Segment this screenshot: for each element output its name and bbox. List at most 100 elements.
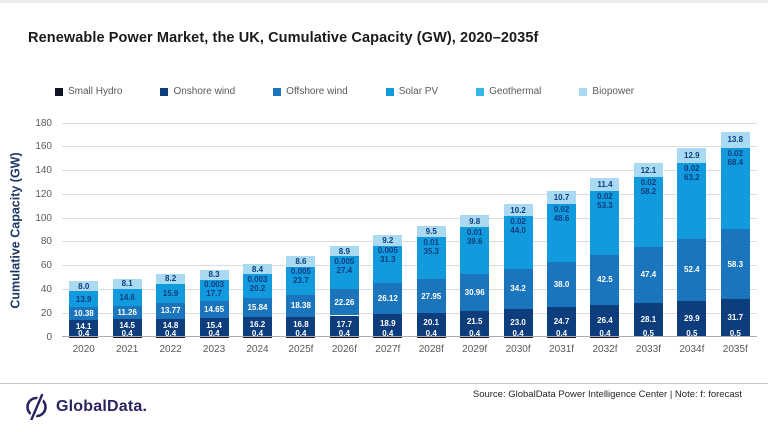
bar-value-label-onshore-wind-2033f: 28.1	[640, 315, 657, 325]
legend-label-onshore-wind: Onshore wind	[173, 86, 236, 97]
bar-segment-onshore-wind-2035f	[720, 298, 750, 337]
x-axis-label-2035f: 2035f	[722, 344, 748, 355]
legend-label-biopower: Biopower	[592, 86, 635, 97]
bar-value-label-geothermal-2035f: 0.02	[727, 148, 744, 158]
bar-2025f: 0.4 16.8 18.38 0.005 23.7 8.6	[286, 256, 316, 338]
bar-segment-biopower-2028f	[416, 226, 446, 238]
bar-value-label-offshore-wind-2030f: 34.2	[510, 284, 526, 294]
legend-swatch-geothermal	[476, 87, 485, 96]
bar-value-label-solar-pv-2027f: 31.3	[379, 255, 396, 265]
bar-segment-biopower-2020	[69, 281, 99, 291]
bar-segment-offshore-wind-2030f	[503, 268, 533, 310]
bar-value-label-solar-pv-2030f: 44.0	[510, 225, 526, 235]
bar-2021: 0.4 14.5 11.26 14.6 8.1	[112, 278, 142, 338]
gridline-120	[62, 193, 757, 195]
bar-value-label-biopower-2023: 8.3	[208, 270, 220, 280]
gridline-20	[62, 312, 757, 314]
y-axis-tick-0: 0	[46, 331, 52, 343]
bar-value-label-small-hydro-2022: 0.4	[165, 329, 177, 338]
bar-segment-biopower-2027f	[373, 234, 403, 246]
bar-2027f: 0.4 18.9 26.12 0.005 31.3 9.2	[373, 234, 403, 338]
plot-area: 0.4 14.1 10.38 13.9 8.0 0.4 14.5 11.26 14.6 8.1 0.…	[62, 122, 757, 338]
bar-value-label-solar-pv-2029f: 39.6	[466, 236, 483, 246]
bar-value-label-biopower-2035f: 13.8	[727, 135, 744, 145]
bar-segment-offshore-wind-2027f	[373, 283, 403, 315]
legend-item-offshore-wind: Offshore wind	[273, 86, 348, 97]
legend-swatch-small-hydro	[55, 87, 63, 96]
bar-value-label-onshore-wind-2025f: 16.8	[293, 320, 309, 330]
chart-title: Renewable Power Market, the UK, Cumulati…	[28, 30, 539, 46]
bar-value-label-onshore-wind-2028f: 20.1	[423, 318, 439, 328]
bar-segment-offshore-wind-2032f	[590, 254, 620, 306]
bar-value-label-offshore-wind-2025f: 18.38	[290, 301, 311, 311]
bar-value-label-solar-pv-2033f: 58.2	[640, 186, 657, 196]
bar-2033f: 0.5 28.1 47.4 0.02 58.2 12.1	[633, 163, 663, 338]
bar-segment-biopower-2021	[112, 278, 142, 289]
x-axis-label-2023: 2023	[202, 344, 226, 355]
x-axis-label-2033f: 2033f	[635, 344, 661, 355]
bar-value-label-solar-pv-2031f: 48.6	[553, 213, 570, 223]
bar-value-label-solar-pv-2034f: 63.2	[684, 172, 700, 182]
bar-segment-solar-pv-2022	[156, 283, 186, 303]
bar-value-label-solar-pv-2021: 14.6	[119, 292, 135, 302]
footer-divider	[0, 383, 768, 384]
bar-value-label-small-hydro-2025f: 0.4	[295, 329, 307, 338]
legend-label-solar-pv: Solar PV	[398, 86, 439, 97]
bar-2035f: 0.5 31.7 58.3 0.02 68.4 13.8	[720, 131, 750, 338]
bar-value-label-onshore-wind-2021: 14.5	[119, 321, 135, 331]
bar-value-label-onshore-wind-2030f: 23.0	[510, 318, 526, 328]
bar-value-label-solar-pv-2035f: 68.4	[727, 157, 744, 167]
bar-segment-onshore-wind-2023	[199, 318, 229, 337]
legend-item-small-hydro: Small Hydro	[55, 86, 122, 97]
bar-value-label-small-hydro-2027f: 0.4	[382, 329, 394, 338]
x-axis-label-2025f: 2025f	[288, 344, 314, 355]
bar-segment-biopower-2029f	[460, 215, 490, 228]
bar-value-label-small-hydro-2033f: 0.5	[642, 329, 654, 338]
bar-value-label-offshore-wind-2026f: 22.26	[334, 297, 355, 307]
bar-2031f: 0.4 24.7 38.0 0.02 48.6 10.7	[547, 191, 577, 338]
bar-segment-onshore-wind-2030f	[503, 309, 533, 337]
bar-segment-biopower-2034f	[677, 148, 707, 164]
legend-item-geothermal: Geothermal	[476, 86, 541, 97]
bar-value-label-offshore-wind-2029f: 30.96	[464, 288, 485, 298]
bar-segment-solar-pv-2033f	[633, 177, 663, 247]
bar-value-label-biopower-2032f: 11.4	[597, 179, 613, 189]
globaldata-logo: GlobalData.	[25, 393, 147, 420]
bar-segment-offshore-wind-2024	[242, 298, 272, 318]
bar-segment-offshore-wind-2033f	[633, 246, 663, 303]
bar-value-label-biopower-2020: 8.0	[78, 281, 90, 291]
bar-value-label-small-hydro-2021: 0.4	[121, 329, 133, 338]
bar-2023: 0.4 15.4 14.65 0.003 17.7 8.3	[199, 269, 229, 338]
bar-2024: 0.4 16.2 15.84 0.003 20.2 8.4	[242, 264, 272, 338]
y-axis-title: Cumulative Capacity (GW)	[8, 152, 23, 309]
bar-segment-onshore-wind-2021	[112, 319, 142, 337]
bar-segment-solar-pv-2029f	[460, 227, 490, 275]
x-axis-label-2029f: 2029f	[462, 344, 488, 355]
legend-item-solar-pv: Solar PV	[385, 86, 439, 97]
x-axis-label-2026f: 2026f	[331, 344, 357, 355]
legend-label-small-hydro: Small Hydro	[68, 86, 123, 97]
gridline-80	[62, 241, 757, 243]
x-axis-label-2032f: 2032f	[592, 344, 618, 355]
bar-segment-solar-pv-2035f	[720, 148, 750, 230]
gridline-100	[62, 217, 757, 219]
bar-segment-biopower-2031f	[547, 191, 577, 205]
bar-value-label-biopower-2031f: 10.7	[553, 193, 570, 203]
bar-value-label-onshore-wind-2035f: 31.7	[727, 313, 744, 323]
bar-value-label-onshore-wind-2022: 14.8	[162, 321, 179, 331]
bar-value-label-onshore-wind-2024: 16.2	[249, 320, 266, 330]
bar-value-label-biopower-2033f: 12.1	[640, 165, 657, 175]
x-axis-label-2021: 2021	[116, 344, 139, 355]
bar-2034f: 0.5 29.9 52.4 0.02 63.2 12.9	[677, 148, 707, 338]
bar-segment-solar-pv-2021	[112, 288, 142, 306]
bar-segment-offshore-wind-2029f	[460, 274, 490, 311]
bar-value-label-small-hydro-2023: 0.4	[208, 329, 220, 338]
bar-value-label-small-hydro-2035f: 0.5	[729, 329, 741, 338]
bar-value-label-onshore-wind-2029f: 21.5	[466, 317, 483, 327]
bar-value-label-geothermal-2027f: 0.005	[377, 246, 398, 256]
bar-segment-biopower-2023	[199, 269, 229, 280]
bar-value-label-geothermal-2032f: 0.02	[597, 191, 613, 201]
bar-value-label-onshore-wind-2032f: 26.4	[597, 316, 613, 326]
bar-2028f: 0.4 20.1 27.95 0.01 35.3 9.5	[416, 226, 446, 338]
bar-value-label-solar-pv-2024: 20.2	[249, 283, 266, 293]
